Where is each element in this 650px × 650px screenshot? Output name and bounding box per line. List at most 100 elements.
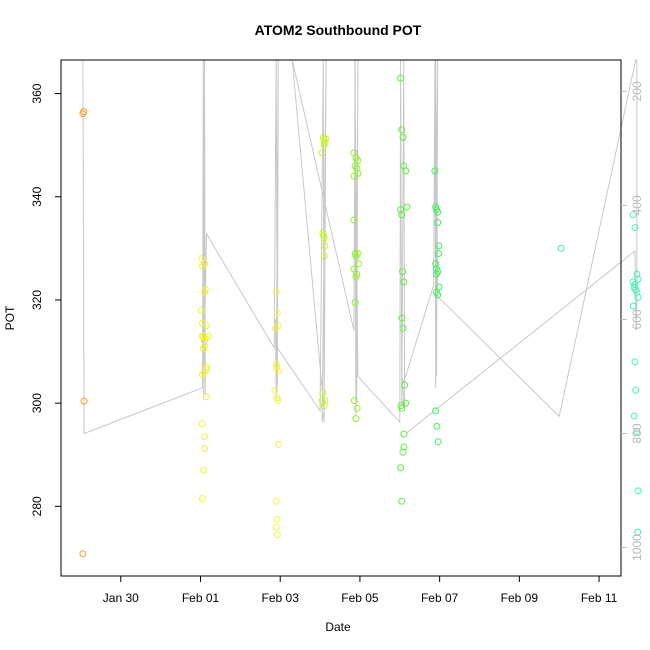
data-point bbox=[354, 157, 362, 165]
data-point bbox=[397, 74, 405, 82]
data-point bbox=[400, 430, 408, 438]
data-point bbox=[400, 278, 408, 286]
data-point bbox=[433, 422, 441, 430]
data-point bbox=[321, 397, 329, 405]
data-point bbox=[199, 332, 206, 340]
data-point bbox=[401, 381, 409, 389]
data-point bbox=[398, 497, 406, 505]
data-point bbox=[200, 466, 208, 474]
data-point bbox=[353, 270, 361, 278]
data-point bbox=[355, 260, 363, 268]
data-point bbox=[199, 371, 206, 379]
plot-frame bbox=[60, 59, 622, 577]
y-tick-label: 320 bbox=[30, 290, 44, 310]
y-axis: 280 300 320 340 360 bbox=[30, 83, 61, 516]
data-point bbox=[350, 216, 358, 224]
x-axis: Jan 30 Feb 01 Feb 03 Feb 05 Feb 07 Feb 09 Feb … bbox=[103, 576, 618, 605]
data-point bbox=[400, 443, 408, 451]
data-point bbox=[199, 319, 206, 327]
data-point bbox=[320, 252, 328, 260]
data-point bbox=[272, 497, 280, 505]
data-point bbox=[80, 108, 88, 116]
secondary-y-axis: 200 400 600 800 1000 bbox=[621, 81, 644, 561]
data-point bbox=[634, 487, 642, 495]
data-point bbox=[398, 404, 406, 412]
data-point bbox=[403, 203, 411, 211]
y2-tick-label: 600 bbox=[630, 309, 644, 329]
data-point bbox=[201, 433, 208, 441]
data-point bbox=[273, 363, 281, 371]
data-point bbox=[634, 293, 642, 301]
data-point bbox=[397, 206, 405, 214]
data-point bbox=[633, 428, 641, 435]
data-points bbox=[79, 74, 642, 558]
data-point bbox=[629, 302, 637, 310]
data-point bbox=[203, 363, 210, 371]
data-point bbox=[399, 448, 407, 456]
data-point bbox=[320, 234, 328, 242]
data-point bbox=[402, 167, 410, 175]
data-point bbox=[397, 464, 405, 472]
data-point bbox=[271, 324, 279, 332]
y2-tick-label: 400 bbox=[630, 195, 644, 215]
data-point bbox=[273, 515, 281, 523]
data-point bbox=[432, 407, 440, 415]
x-tick-label: Feb 11 bbox=[581, 591, 618, 605]
data-point bbox=[319, 389, 327, 397]
data-point bbox=[435, 242, 443, 250]
data-point bbox=[199, 495, 206, 503]
chart-title: ATOM2 Southbound POT bbox=[255, 22, 422, 38]
x-tick-label: Jan 30 bbox=[103, 591, 139, 605]
data-point bbox=[275, 440, 283, 448]
data-point bbox=[432, 260, 440, 268]
data-point bbox=[350, 397, 358, 405]
data-point bbox=[633, 288, 641, 296]
data-point bbox=[352, 415, 360, 423]
data-point bbox=[630, 412, 638, 420]
data-point bbox=[435, 250, 442, 257]
y-axis-label: POT bbox=[3, 305, 17, 330]
data-point bbox=[79, 550, 87, 558]
data-point bbox=[274, 367, 282, 375]
data-point bbox=[399, 268, 407, 276]
data-point bbox=[198, 420, 206, 428]
data-point bbox=[273, 531, 281, 539]
data-point bbox=[434, 208, 442, 216]
data-point bbox=[80, 397, 88, 405]
data-point bbox=[273, 309, 281, 317]
data-point bbox=[201, 445, 208, 452]
x-axis-label: Date bbox=[325, 620, 351, 634]
data-point bbox=[633, 270, 641, 278]
y2-tick-label: 800 bbox=[630, 423, 644, 443]
data-point bbox=[271, 386, 279, 394]
data-point bbox=[197, 306, 205, 314]
data-point bbox=[272, 288, 280, 296]
y-tick-label: 340 bbox=[30, 186, 44, 206]
data-point bbox=[634, 528, 642, 536]
data-point bbox=[199, 345, 207, 353]
x-tick-label: Feb 05 bbox=[341, 591, 379, 605]
data-point bbox=[203, 393, 210, 401]
data-point bbox=[274, 397, 282, 405]
data-point bbox=[272, 523, 280, 531]
data-point bbox=[318, 149, 326, 157]
data-point bbox=[557, 244, 565, 252]
pressure-profile-lines bbox=[82, 59, 638, 435]
y-tick-label: 280 bbox=[30, 496, 44, 516]
data-point bbox=[321, 242, 329, 250]
data-point bbox=[631, 224, 639, 232]
data-point bbox=[399, 133, 407, 141]
data-point bbox=[631, 281, 639, 288]
y-tick-label: 300 bbox=[30, 393, 44, 413]
data-point bbox=[322, 135, 330, 143]
y-tick-label: 360 bbox=[30, 83, 44, 103]
data-point bbox=[434, 219, 442, 226]
data-point bbox=[399, 324, 407, 332]
data-point bbox=[431, 167, 439, 175]
data-point bbox=[353, 164, 361, 172]
data-point bbox=[398, 314, 406, 322]
data-point bbox=[631, 358, 639, 366]
data-point bbox=[351, 299, 359, 306]
data-point bbox=[433, 270, 440, 278]
